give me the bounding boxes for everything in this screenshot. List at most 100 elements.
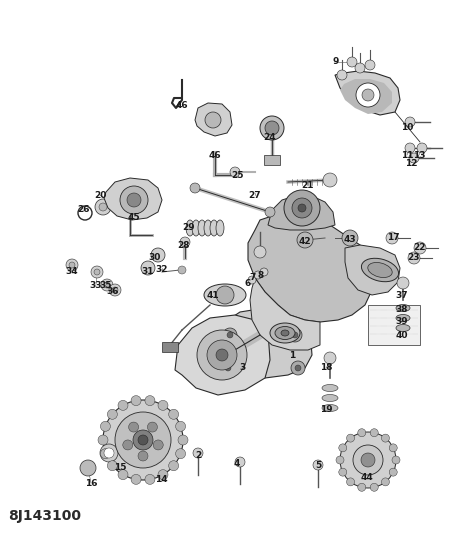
Ellipse shape	[210, 220, 218, 236]
Circle shape	[353, 445, 383, 475]
Circle shape	[190, 183, 200, 193]
Text: 1: 1	[289, 351, 295, 359]
Ellipse shape	[281, 330, 289, 336]
Circle shape	[100, 444, 118, 462]
Circle shape	[347, 478, 354, 486]
Ellipse shape	[361, 259, 399, 282]
Bar	[162, 342, 178, 352]
Circle shape	[123, 440, 133, 450]
Bar	[368, 305, 420, 345]
Circle shape	[358, 483, 366, 491]
Circle shape	[297, 232, 313, 248]
Circle shape	[95, 199, 111, 215]
Circle shape	[147, 422, 157, 432]
Circle shape	[120, 186, 148, 214]
Text: 12: 12	[405, 158, 417, 167]
Text: 26: 26	[77, 206, 89, 214]
Text: 18: 18	[320, 364, 332, 373]
Circle shape	[362, 89, 374, 101]
Ellipse shape	[216, 220, 224, 236]
Text: 14: 14	[155, 475, 167, 484]
Text: 45: 45	[128, 214, 140, 222]
Ellipse shape	[396, 314, 410, 321]
Polygon shape	[335, 71, 400, 115]
Circle shape	[216, 286, 234, 304]
Text: 38: 38	[396, 305, 408, 314]
Text: 31: 31	[142, 268, 154, 277]
Circle shape	[169, 461, 179, 471]
Circle shape	[254, 246, 266, 258]
Text: 46: 46	[176, 101, 188, 109]
Text: 20: 20	[94, 190, 106, 199]
Circle shape	[295, 365, 301, 371]
Circle shape	[145, 395, 155, 406]
Circle shape	[103, 400, 183, 480]
Circle shape	[405, 143, 415, 153]
Text: 4: 4	[234, 458, 240, 467]
Circle shape	[131, 395, 141, 406]
Circle shape	[80, 460, 96, 476]
Circle shape	[230, 167, 240, 177]
Ellipse shape	[322, 384, 338, 392]
Text: 16: 16	[85, 479, 97, 488]
Ellipse shape	[322, 405, 338, 411]
Ellipse shape	[275, 327, 295, 340]
Text: 30: 30	[149, 254, 161, 262]
Circle shape	[141, 261, 155, 275]
Text: 46: 46	[209, 150, 221, 159]
Circle shape	[115, 412, 171, 468]
Circle shape	[265, 121, 279, 135]
Text: 23: 23	[408, 254, 420, 262]
Text: 5: 5	[315, 462, 321, 471]
Text: 27: 27	[249, 190, 261, 199]
Ellipse shape	[322, 394, 338, 401]
Ellipse shape	[368, 263, 392, 278]
Text: 2: 2	[195, 450, 201, 459]
Ellipse shape	[396, 304, 410, 311]
Circle shape	[91, 266, 103, 278]
Bar	[264, 155, 280, 165]
Polygon shape	[215, 308, 312, 378]
Ellipse shape	[204, 220, 212, 236]
Circle shape	[112, 287, 118, 293]
Circle shape	[197, 330, 247, 380]
Circle shape	[417, 143, 427, 153]
Circle shape	[336, 456, 344, 464]
Circle shape	[118, 400, 128, 410]
Circle shape	[254, 271, 262, 279]
Circle shape	[178, 266, 186, 274]
Circle shape	[127, 193, 141, 207]
Text: 21: 21	[302, 181, 314, 190]
Circle shape	[339, 468, 347, 476]
Text: 41: 41	[207, 290, 219, 300]
Circle shape	[158, 470, 168, 480]
Circle shape	[131, 474, 141, 484]
Circle shape	[265, 207, 275, 217]
Circle shape	[153, 440, 163, 450]
Circle shape	[145, 474, 155, 484]
Circle shape	[386, 232, 398, 244]
Circle shape	[225, 365, 231, 371]
Circle shape	[408, 252, 420, 264]
Circle shape	[138, 451, 148, 461]
Text: 36: 36	[107, 287, 119, 296]
Circle shape	[216, 349, 228, 361]
Circle shape	[138, 435, 148, 445]
Text: 33: 33	[90, 280, 102, 289]
Circle shape	[342, 230, 358, 246]
Circle shape	[101, 279, 113, 291]
Circle shape	[176, 421, 186, 431]
Circle shape	[176, 449, 186, 459]
Circle shape	[193, 448, 203, 458]
Text: 37: 37	[396, 290, 408, 300]
Ellipse shape	[186, 220, 194, 236]
Circle shape	[414, 242, 426, 254]
Text: 9: 9	[333, 58, 339, 67]
Circle shape	[118, 470, 128, 480]
Circle shape	[291, 361, 305, 375]
Circle shape	[207, 340, 237, 370]
Text: 10: 10	[401, 123, 413, 132]
Circle shape	[397, 277, 409, 289]
Circle shape	[292, 332, 298, 338]
Circle shape	[99, 203, 107, 211]
